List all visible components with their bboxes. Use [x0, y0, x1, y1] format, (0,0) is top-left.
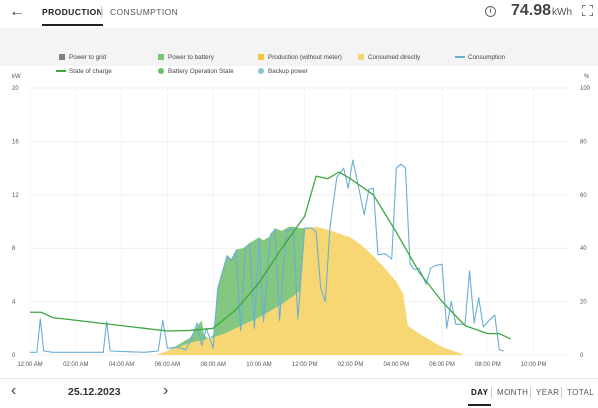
- period-year-tab[interactable]: YEAR: [536, 388, 560, 397]
- x-tick-label: 02:00 AM: [63, 362, 88, 368]
- x-tick-label: 04:00 AM: [109, 362, 134, 368]
- back-arrow-icon[interactable]: ←: [9, 3, 25, 20]
- legend-state-of-charge[interactable]: State of charge: [56, 68, 112, 75]
- x-tick-label: 06:00 PM: [429, 362, 455, 368]
- consumption-line: [30, 159, 505, 353]
- legend-production-without-meter[interactable]: Production (without meter): [258, 53, 342, 61]
- period-divider: [561, 387, 562, 398]
- legend-label: State of charge: [69, 68, 112, 75]
- tab-divider: [101, 6, 102, 18]
- period-divider: [491, 387, 492, 398]
- y-left-tick-label: 16: [12, 139, 19, 145]
- period-divider: [530, 387, 531, 398]
- legend-label: Consumed directly: [368, 54, 421, 61]
- x-tick-label: 10:00 AM: [246, 362, 271, 368]
- legend-swatch: [258, 67, 264, 74]
- legend-swatch: [358, 53, 364, 60]
- state-of-charge-line: [30, 171, 512, 340]
- legend-label: Battery Operation State: [168, 68, 234, 75]
- power-to-battery-area: [167, 226, 305, 351]
- legend-swatch: [158, 67, 164, 74]
- legend-swatch: [158, 53, 164, 60]
- y-left-tick-label: 20: [12, 86, 19, 92]
- x-tick-label: 06:00 AM: [155, 362, 180, 368]
- right-axis-unit: %: [584, 74, 590, 80]
- x-tick-label: 04:00 PM: [383, 362, 409, 368]
- left-axis-unit: kW: [12, 74, 21, 80]
- tab-production[interactable]: PRODUCTION: [42, 7, 104, 26]
- x-tick-label: 08:00 PM: [475, 362, 501, 368]
- legend-battery-operation-state[interactable]: Battery Operation State: [158, 67, 234, 75]
- tab-consumption[interactable]: CONSUMPTION: [110, 7, 179, 17]
- y-left-tick-label: 4: [12, 300, 16, 306]
- legend-label: Backup power: [268, 68, 308, 75]
- x-tick-label: 02:00 PM: [338, 362, 364, 368]
- energy-chart: kW % 0 4 8 12 16 20 0 20 40 60 80 100 12:00 AM 02:00 …: [12, 74, 591, 368]
- legend-consumed-directly[interactable]: Consumed directly: [358, 53, 421, 61]
- total-energy-unit: kWh: [552, 7, 572, 18]
- legend-swatch: [258, 53, 264, 60]
- legend-label: Production (without meter): [268, 54, 342, 61]
- content-area: [0, 28, 598, 403]
- y-right-tick-label: 80: [580, 139, 587, 145]
- y-right-tick-label: 60: [580, 193, 587, 199]
- next-day-chevron-icon[interactable]: ›: [163, 382, 169, 399]
- x-tick-label: 10:00 PM: [521, 362, 547, 368]
- x-tick-label: 12:00 AM: [17, 362, 42, 368]
- y-right-tick-label: 40: [580, 246, 587, 252]
- period-month-tab[interactable]: MONTH: [497, 388, 529, 397]
- legend-power-to-grid[interactable]: Power to grid: [59, 53, 107, 61]
- x-tick-label: 08:00 AM: [200, 362, 225, 368]
- y-right-tick-label: 0: [580, 353, 584, 359]
- current-date[interactable]: 25.12.2023: [68, 386, 121, 398]
- total-energy-value: 74.98: [511, 2, 552, 19]
- period-day-tab[interactable]: DAY: [467, 388, 492, 406]
- y-left-tick-label: 0: [12, 353, 16, 359]
- y-right-tick-label: 20: [580, 300, 587, 306]
- legend-label: Power to battery: [168, 54, 214, 61]
- prev-day-chevron-icon[interactable]: ‹: [11, 382, 17, 399]
- legend-swatch: [56, 70, 66, 72]
- top-bar: ← PRODUCTION CONSUMPTION i 74.98 kWh: [0, 0, 598, 28]
- y-left-tick-label: 12: [12, 193, 19, 199]
- legend-power-to-battery[interactable]: Power to battery: [158, 53, 214, 61]
- period-total-tab[interactable]: TOTAL: [567, 388, 595, 397]
- legend-swatch: [59, 53, 65, 60]
- y-right-tick-label: 100: [580, 86, 591, 92]
- bottom-bar: ‹ 25.12.2023 › DAY MONTH YEAR TOTAL: [0, 378, 598, 408]
- info-icon[interactable]: i: [485, 6, 496, 17]
- legend-label: Consumption: [468, 54, 506, 61]
- legend-label: Power to grid: [69, 54, 107, 61]
- x-tick-label: 12:00 PM: [292, 362, 318, 368]
- y-left-tick-label: 8: [12, 246, 16, 252]
- legend-swatch: [455, 56, 465, 58]
- legend-consumption[interactable]: Consumption: [455, 54, 505, 61]
- consumed-directly-area: [155, 226, 465, 355]
- legend-backup-power[interactable]: Backup power: [258, 67, 308, 75]
